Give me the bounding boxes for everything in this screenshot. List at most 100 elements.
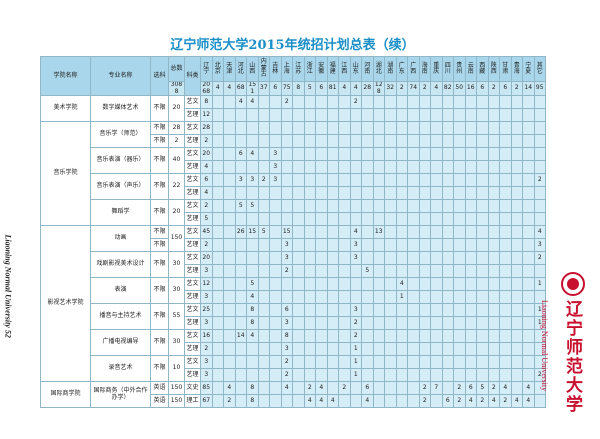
quota-cell: 5 xyxy=(476,381,489,395)
header-row: 学院名称 专业名称 选科 总数 科类 辽宁 北京 天津 河北 山西 内蒙古 吉林 上海 江苏 浙江 安徽 福建江… xyxy=(40,56,546,96)
data-row: 美术学院 数字媒体艺术 不限 20 艺文 8 4 4 2 2 xyxy=(40,95,546,122)
quota-cell xyxy=(453,264,466,278)
quota-cell xyxy=(280,212,293,226)
quota-cell: 85 xyxy=(200,381,213,395)
quota-cell xyxy=(223,329,236,343)
quota-cell: 2 xyxy=(338,381,351,395)
province-total: 37 xyxy=(257,81,270,96)
quota-cell: 2 xyxy=(280,95,293,109)
quota-cell: 5 xyxy=(257,225,270,239)
quota-cell xyxy=(211,264,224,278)
quota-cell xyxy=(269,121,282,135)
province-total: 4 xyxy=(349,81,362,96)
quota-cell xyxy=(349,186,362,200)
quota-cell xyxy=(234,186,247,200)
quota-cell xyxy=(292,394,305,408)
quota-cell xyxy=(326,290,339,304)
quota-cell xyxy=(257,212,270,226)
quota-cell: 6 xyxy=(280,303,293,317)
quota-cell xyxy=(361,355,374,369)
quota-cell xyxy=(407,186,420,200)
province-header: 山东 xyxy=(349,56,362,82)
quota-cell xyxy=(372,186,385,200)
quota-cell xyxy=(384,381,397,395)
quota-cell xyxy=(292,355,305,369)
quota-cell xyxy=(326,121,339,135)
quota-cell xyxy=(269,381,282,395)
data-row: 音乐学院 音乐学（师范） 不限 28 艺文 28 xyxy=(40,121,546,226)
quota-cell xyxy=(418,225,431,239)
province-total: 2 xyxy=(510,81,523,96)
quota-cell xyxy=(246,251,259,265)
major-name: 舞蹈学 xyxy=(90,199,151,226)
track: 艺文 xyxy=(184,225,201,239)
quota-cell xyxy=(407,199,420,213)
track: 艺文 xyxy=(184,121,201,135)
quota-cell: 2 xyxy=(418,394,431,408)
quota-cell xyxy=(395,355,408,369)
quota-cell xyxy=(487,173,500,187)
quota-cell: 1 xyxy=(533,316,546,330)
data-row: 国际商学院 国际商务（中外合作办学） 英语 150 文史 85 4 8 4 2 4 2 6 2 7 2 6 5 2 4… xyxy=(40,381,546,408)
quota-cell xyxy=(453,160,466,174)
track: 艺理 xyxy=(184,238,201,252)
quota-cell xyxy=(292,316,305,330)
quota-cell xyxy=(257,251,270,265)
quota-cell xyxy=(303,225,316,239)
quota-cell xyxy=(303,121,316,135)
total: 28 xyxy=(168,121,185,135)
quota-cell xyxy=(372,329,385,343)
quota-cell xyxy=(292,95,305,109)
quota-cell: 3 xyxy=(200,290,213,304)
quota-cell xyxy=(407,264,420,278)
quota-cell xyxy=(338,251,351,265)
quota-cell xyxy=(338,238,351,252)
subject: 不限 xyxy=(150,225,169,239)
quota-cell xyxy=(430,95,443,109)
quota-cell xyxy=(510,199,523,213)
quota-cell xyxy=(441,134,454,148)
quota-cell: 7 xyxy=(430,381,443,395)
quota-cell xyxy=(223,277,236,291)
quota-cell xyxy=(453,212,466,226)
quota-cell xyxy=(372,173,385,187)
quota-cell: 1 xyxy=(349,355,362,369)
quota-cell xyxy=(395,212,408,226)
quota-cell xyxy=(315,277,328,291)
subject: 不限 xyxy=(150,95,169,122)
province-total: 6 xyxy=(499,81,512,96)
quota-cell xyxy=(292,329,305,343)
quota-cell xyxy=(499,238,512,252)
quota-cell xyxy=(303,329,316,343)
quota-cell xyxy=(441,238,454,252)
quota-cell: 6 xyxy=(361,381,374,395)
province-header: 宁夏 xyxy=(522,56,535,82)
quota-cell xyxy=(510,134,523,148)
quota-cell xyxy=(361,186,374,200)
quota-cell: 3 xyxy=(200,368,213,382)
quota-cell: 4 xyxy=(315,394,328,408)
quota-cell xyxy=(476,147,489,161)
quota-cell xyxy=(211,108,224,122)
quota-cell: 2 xyxy=(280,264,293,278)
quota-cell xyxy=(257,160,270,174)
logo-english: Liaoning Normal University xyxy=(540,300,549,392)
province-total: 74 xyxy=(407,81,420,96)
quota-cell xyxy=(292,121,305,135)
quota-cell xyxy=(303,342,316,356)
quota-cell xyxy=(361,277,374,291)
quota-cell xyxy=(487,355,500,369)
quota-cell: 8 xyxy=(280,329,293,343)
quota-cell: 3 xyxy=(234,173,247,187)
quota-cell xyxy=(441,225,454,239)
quota-cell xyxy=(326,147,339,161)
subject: 不限 xyxy=(150,134,169,148)
quota-cell: 2 xyxy=(223,394,236,408)
quota-cell: 4 xyxy=(349,225,362,239)
quota-cell xyxy=(499,290,512,304)
quota-cell xyxy=(430,394,443,408)
province-total: 2 xyxy=(418,81,431,96)
data-row: 舞蹈学 不限 20 艺文 2 5 5 xyxy=(41,199,546,226)
quota-cell xyxy=(499,186,512,200)
quota-cell: 8 xyxy=(246,316,259,330)
